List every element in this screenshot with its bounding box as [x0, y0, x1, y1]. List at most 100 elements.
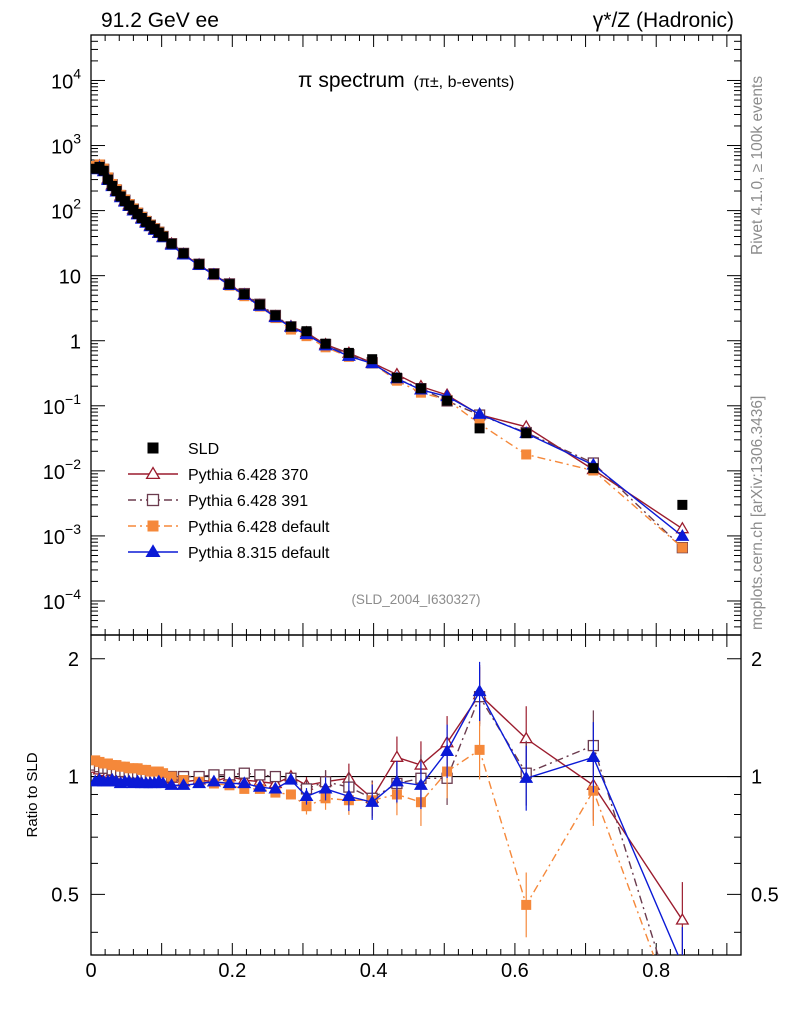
ratio-point-pythia-8-315-default — [586, 750, 601, 762]
y-tick-label: 103 — [51, 131, 81, 159]
main-point-sld — [270, 310, 281, 321]
ratio-tick-label-left: 0.5 — [51, 884, 79, 906]
chart-title: π spectrum (π±, b-events) — [298, 69, 514, 92]
ratio-point-pythia-6-428-default — [166, 771, 177, 782]
legend-marker-pythia-6-428-391 — [146, 493, 160, 507]
ratio-point-pythia-8-315-default — [519, 771, 534, 783]
y-tick-label-base: 10 — [51, 202, 73, 224]
ratio-line-pythia-6-428-370 — [94, 693, 683, 921]
main-point-pythia-6-428-default — [677, 542, 688, 553]
legend-label-pythia-6-428-370: Pythia 6.428 370 — [188, 467, 308, 484]
ratio-point-pythia-6-428-391 — [254, 769, 266, 781]
ratio-tick-label-right: 2 — [751, 649, 762, 671]
main-point-sld — [166, 238, 177, 249]
ratio-point-pythia-8-315-default — [341, 789, 356, 802]
y-tick-label: 104 — [51, 65, 81, 93]
ratio-point-pythia-8-315-default — [440, 744, 455, 756]
y-tick-label-exp: −3 — [65, 521, 81, 537]
main-point-sld — [367, 354, 378, 365]
y-tick-label: 10−4 — [43, 586, 81, 614]
legend-marker-pythia-6-428-370 — [145, 466, 161, 480]
x-tick-label: 0 — [85, 960, 96, 982]
ratio-point-pythia-6-428-default — [474, 744, 485, 755]
chart-title-main: π spectrum — [298, 69, 405, 92]
main-point-sld — [208, 269, 219, 280]
x-tick-label: 0.2 — [218, 960, 246, 982]
ratio-point-pythia-6-428-default — [521, 899, 532, 910]
ratio-point-pythia-8-315-default — [472, 684, 487, 697]
y-tick-label-base: 10 — [43, 592, 65, 614]
ratio-point-pythia-8-315-default — [192, 776, 207, 789]
ratio-point-pythia-8-315-default — [156, 776, 171, 789]
ratio-point-pythia-8-315-default — [252, 779, 267, 792]
main-point-sld — [102, 174, 113, 185]
axis-ticks — [90, 34, 742, 955]
y-tick-label: 10 — [59, 267, 81, 289]
main-point-sld — [98, 165, 109, 176]
legend-label-pythia-6-428-391: Pythia 6.428 391 — [188, 493, 308, 510]
main-point-sld — [178, 248, 189, 259]
ratio-point-pythia-8-315-default — [268, 781, 283, 794]
main-line-pythia-6-428-default — [94, 163, 683, 549]
ratio-point-pythia-8-315-default — [365, 795, 380, 807]
legend-marker-pythia-8-315-default — [145, 544, 161, 558]
main-point-pythia-6-428-default — [521, 449, 532, 460]
main-point-sld — [474, 423, 485, 434]
main-point-sld — [107, 180, 118, 191]
header-left-label: 91.2 GeV ee — [101, 9, 219, 32]
y-tick-label-base: 10 — [43, 397, 65, 419]
main-point-pythia-8-315-default — [675, 529, 690, 541]
ratio-tick-label-right: 1 — [751, 767, 762, 789]
main-series-group — [91, 158, 690, 554]
main-line-pythia-6-428-391 — [94, 164, 683, 549]
legend-marker-pythia-6-428-default — [147, 520, 159, 532]
header-right-label: γ*/Z (Hadronic) — [593, 9, 734, 32]
x-tick-label: 0.6 — [501, 960, 529, 982]
y-tick-label-exp: −2 — [65, 456, 81, 472]
y-tick-label-base: 1 — [70, 332, 81, 354]
y-tick-label-exp: 3 — [73, 131, 81, 147]
x-axis-tick-labels: 0 0.2 0.4 0.6 0.8 — [85, 960, 670, 982]
legend: SLD Pythia 6.428 370 Pythia 6.428 391 Pythi… — [128, 441, 330, 562]
y-tick-label: 10−3 — [43, 521, 81, 549]
mcplots-label: mcplots.cern.ch [arXiv:1306.3436] — [749, 396, 766, 630]
ratio-point-pythia-6-428-default — [285, 789, 296, 800]
ratio-point-pythia-8-315-default — [206, 774, 221, 787]
legend-label-pythia-8-315-default: Pythia 8.315 default — [188, 545, 330, 562]
rivet-label: Rivet 4.1.0, ≥ 100k events — [749, 76, 766, 255]
y-tick-label: 10−2 — [43, 456, 81, 484]
ratio-point-pythia-6-428-default — [158, 768, 169, 779]
main-point-sld — [224, 279, 235, 290]
x-tick-label: 0.8 — [642, 960, 670, 982]
main-point-pythia-8-315-default — [472, 407, 487, 419]
main-line-pythia-8-315-default — [94, 166, 683, 537]
main-point-sld — [111, 186, 122, 197]
y-tick-label-exp: 2 — [73, 196, 81, 212]
legend-label-pythia-6-428-default: Pythia 6.428 default — [188, 519, 330, 536]
y-tick-label-exp: −4 — [65, 586, 81, 602]
main-point-sld — [320, 338, 331, 349]
ratio-point-pythia-6-428-default — [239, 783, 250, 794]
ratio-point-pythia-8-315-default — [164, 778, 179, 790]
ratio-point-pythia-8-315-default — [176, 778, 191, 790]
chart-subtitle: (π±, b-events) — [414, 74, 515, 91]
ratio-point-pythia-6-428-default — [301, 801, 312, 812]
main-point-sld — [285, 321, 296, 332]
main-point-sld — [194, 259, 205, 270]
main-point-sld — [301, 326, 312, 337]
main-point-sld — [588, 463, 599, 474]
main-point-sld — [391, 372, 402, 383]
ratio-point-pythia-8-315-default — [237, 776, 252, 789]
main-point-sld — [239, 289, 250, 300]
y-tick-label-base: 10 — [43, 462, 65, 484]
ratio-line-pythia-8-315-default — [94, 689, 679, 955]
main-point-sld — [415, 383, 426, 394]
main-point-sld — [343, 347, 354, 358]
ratio-tick-label-right: 0.5 — [751, 884, 779, 906]
y-tick-label-base: 10 — [43, 527, 65, 549]
ratio-tick-label-left: 1 — [68, 767, 79, 789]
ratio-point-pythia-8-315-default — [318, 781, 333, 794]
y-tick-label: 1 — [70, 332, 81, 354]
ratio-point-pythia-6-428-370 — [675, 912, 690, 925]
